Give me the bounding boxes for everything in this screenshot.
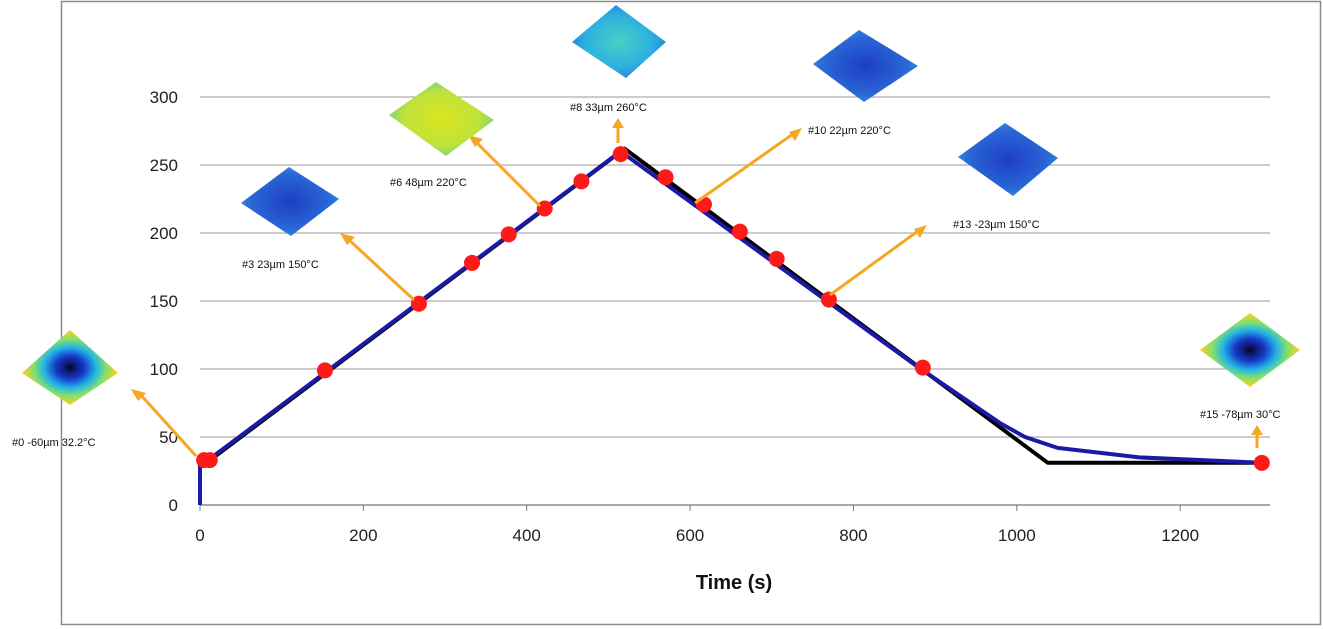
x-axis-title: Time (s) <box>696 572 772 594</box>
marker-11 <box>731 223 748 240</box>
series-lines <box>198 146 1269 505</box>
annotation-arrow-head <box>789 128 802 141</box>
x-tick-200: 200 <box>349 526 377 545</box>
annotation-arrow-line <box>829 229 919 297</box>
x-tick-1200: 1200 <box>1161 526 1199 545</box>
surface-map-0 <box>22 330 118 405</box>
marker-3 <box>410 295 427 312</box>
annotation-15: #15 -78µm 30°C <box>1200 313 1300 448</box>
x-tick-600: 600 <box>676 526 704 545</box>
marker-7 <box>573 173 590 190</box>
annotation-label-8: #8 33µm 260°C <box>570 102 647 114</box>
marker-9 <box>657 169 674 186</box>
chart-border <box>60 0 1322 626</box>
data-markers <box>196 146 1270 471</box>
annotations: #0 -60µm 32.2°C #3 23µm 150°C #6 48µm 22… <box>12 5 1300 458</box>
marker-14 <box>914 359 931 376</box>
annotation-label-0: #0 -60µm 32.2°C <box>12 437 96 449</box>
marker-1 <box>201 452 218 469</box>
surface-map-10 <box>813 30 918 102</box>
x-tick-labels: 0 200 400 600 800 1000 1200 <box>195 526 1199 545</box>
marker-15 <box>1253 454 1270 471</box>
marker-6 <box>536 200 553 217</box>
surface-map-8 <box>572 5 666 78</box>
annotation-3: #3 23µm 150°C <box>241 167 416 302</box>
annotation-arrow-line <box>138 392 198 458</box>
x-tick-400: 400 <box>513 526 541 545</box>
annotation-arrow-line <box>474 140 542 208</box>
y-tick-0: 0 <box>169 496 178 515</box>
annotation-6: #6 48µm 220°C <box>389 82 542 208</box>
annotation-arrow-line <box>694 132 794 205</box>
y-tick-100: 100 <box>150 360 178 379</box>
y-tick-300: 300 <box>150 88 178 107</box>
annotation-0: #0 -60µm 32.2°C <box>12 330 198 458</box>
series-line-0 <box>198 146 1269 505</box>
annotation-8: #8 33µm 260°C <box>570 5 666 143</box>
y-tick-150: 150 <box>150 292 178 311</box>
x-tick-0: 0 <box>195 526 204 545</box>
annotation-10: #10 22µm 220°C <box>694 30 918 205</box>
series-line-1 <box>198 149 1262 505</box>
annotation-arrow-head <box>1251 425 1263 435</box>
annotation-label-15: #15 -78µm 30°C <box>1200 409 1280 421</box>
annotation-arrow-head <box>340 233 355 245</box>
x-tick-1000: 1000 <box>998 526 1036 545</box>
annotation-arrow-line <box>346 237 416 302</box>
annotation-13: #13 -23µm 150°C <box>829 123 1058 297</box>
annotation-label-3: #3 23µm 150°C <box>242 259 319 271</box>
x-tick-800: 800 <box>839 526 867 545</box>
marker-4 <box>463 254 480 271</box>
annotation-label-13: #13 -23µm 150°C <box>953 219 1040 231</box>
surface-map-13 <box>958 123 1058 196</box>
annotation-arrow-head <box>612 118 624 128</box>
annotation-arrow-head <box>131 389 146 401</box>
marker-8 <box>612 146 629 163</box>
surface-map-6 <box>389 82 494 156</box>
surface-map-3 <box>241 167 339 236</box>
marker-2 <box>316 362 333 379</box>
annotation-arrow-head <box>914 225 927 238</box>
y-tick-250: 250 <box>150 156 178 175</box>
annotation-label-10: #10 22µm 220°C <box>808 125 891 137</box>
annotation-arrow-head <box>468 135 483 147</box>
marker-5 <box>500 226 517 243</box>
annotation-label-6: #6 48µm 220°C <box>390 177 467 189</box>
marker-12 <box>768 250 785 267</box>
marker-13 <box>820 291 837 308</box>
gridlines <box>199 96 1270 511</box>
y-tick-200: 200 <box>150 224 178 243</box>
surface-map-15 <box>1200 313 1300 387</box>
